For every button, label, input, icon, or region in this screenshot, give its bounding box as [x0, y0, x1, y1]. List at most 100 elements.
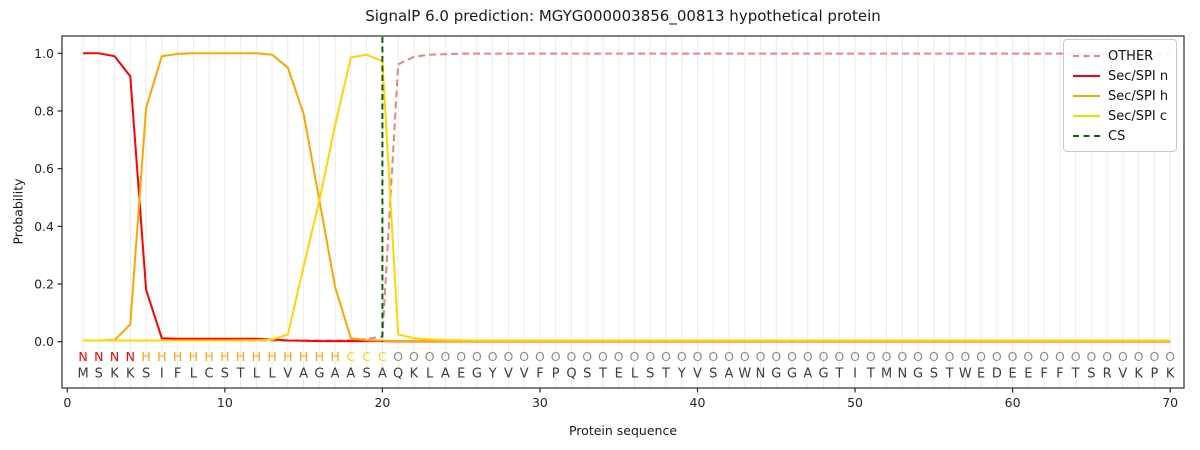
sequence-letter: W: [959, 367, 972, 382]
sequence-letter: A: [725, 367, 734, 382]
x-tick-label: 0: [63, 395, 71, 410]
legend-label: Sec/SPI n: [1108, 68, 1169, 84]
sequence-letter: Y: [488, 367, 497, 382]
sequence-letter: E: [615, 367, 623, 382]
region-letter: O: [819, 349, 829, 364]
sequence-letter: S: [930, 367, 938, 382]
region-letter: H: [189, 349, 198, 364]
region-letter: O: [992, 349, 1002, 364]
sequence-letter: G: [913, 367, 923, 382]
sequence-letter: V: [283, 367, 292, 382]
x-tick-label: 70: [1162, 395, 1178, 410]
region-letter: N: [126, 349, 135, 364]
region-letter: H: [315, 349, 324, 364]
sequence-letter: T: [598, 367, 607, 382]
sequence-letter: S: [221, 367, 229, 382]
sequence-letter: S: [709, 367, 717, 382]
x-tick-label: 10: [217, 395, 233, 410]
chart-title: SignalP 6.0 prediction: MGYG000003856_00…: [365, 7, 881, 25]
sequence-letter: T: [661, 367, 670, 382]
region-letter: O: [393, 349, 403, 364]
region-letter: H: [157, 349, 166, 364]
sequence-letter: F: [1040, 367, 1047, 382]
x-tick-label: 60: [1005, 395, 1021, 410]
region-letter: O: [866, 349, 876, 364]
sequence-letter: A: [346, 367, 355, 382]
sequence-letter: S: [1087, 367, 1095, 382]
sequence-letter: F: [1056, 367, 1063, 382]
legend-label: CS: [1108, 128, 1126, 144]
sequence-letter: A: [299, 367, 308, 382]
region-letter: O: [803, 349, 813, 364]
sequence-letter: D: [992, 367, 1002, 382]
sequence-letter: Q: [393, 367, 403, 382]
sequence-letter: A: [378, 367, 387, 382]
region-letter: O: [913, 349, 923, 364]
region-letter: O: [1039, 349, 1049, 364]
sequence-letter: Y: [677, 367, 686, 382]
sequence-letter: N: [897, 367, 907, 382]
sequence-letter: E: [977, 367, 985, 382]
region-letter: O: [567, 349, 577, 364]
sequence-letter: C: [205, 367, 214, 382]
sequence-letter: W: [738, 367, 751, 382]
region-letter: O: [1102, 349, 1112, 364]
plot-border: [61, 35, 1185, 389]
sequence-letter: S: [142, 367, 150, 382]
region-letter: O: [929, 349, 939, 364]
region-letter: H: [220, 349, 229, 364]
sequence-letter: E: [457, 367, 465, 382]
series-line-sec-spi-h: [83, 52, 1171, 343]
region-letter: H: [173, 349, 182, 364]
sequence-letter: K: [110, 367, 119, 382]
sequence-letter: N: [756, 367, 766, 382]
sequence-letter: I: [160, 367, 164, 382]
region-letter: O: [756, 349, 766, 364]
sequence-letter: S: [583, 367, 591, 382]
region-letter: H: [330, 349, 339, 364]
region-letter: O: [724, 349, 734, 364]
region-letter: H: [204, 349, 213, 364]
sequence-letter: A: [441, 367, 450, 382]
region-letter: H: [267, 349, 276, 364]
region-letter: O: [456, 349, 466, 364]
series-line-other: [83, 52, 1171, 342]
region-letter: O: [582, 349, 592, 364]
legend-line-swatch: [1073, 95, 1100, 97]
legend-line-swatch: [1073, 135, 1100, 137]
legend-item-sec-spi-n: Sec/SPI n: [1073, 66, 1169, 86]
region-letter: O: [945, 349, 955, 364]
region-letter: N: [110, 349, 119, 364]
region-letter: O: [1055, 349, 1065, 364]
region-letter: O: [614, 349, 624, 364]
sequence-letter: R: [1103, 367, 1112, 382]
y-tick-label: 1.0: [34, 46, 54, 61]
legend-item-sec-spi-h: Sec/SPI h: [1073, 86, 1168, 106]
series-line-sec-spi-n: [83, 52, 1171, 343]
region-letter: O: [1165, 349, 1175, 364]
sequence-letter: T: [1071, 367, 1080, 382]
series-line-sec-spi-c: [83, 53, 1171, 342]
legend-item-cs: CS: [1073, 126, 1167, 146]
legend-label: Sec/SPI c: [1108, 108, 1167, 124]
sequence-letter: S: [646, 367, 654, 382]
sequence-letter: V: [693, 367, 702, 382]
region-letter: O: [708, 349, 718, 364]
sequence-letter: G: [819, 367, 829, 382]
region-letter: O: [834, 349, 844, 364]
sequence-letter: L: [253, 367, 261, 382]
region-letter: C: [362, 349, 371, 364]
y-tick-label: 0.8: [34, 103, 54, 118]
region-letter: O: [598, 349, 608, 364]
region-letter: O: [661, 349, 671, 364]
sequence-letter: I: [853, 367, 857, 382]
region-letter: O: [897, 349, 907, 364]
region-letter: O: [488, 349, 498, 364]
region-letter: O: [440, 349, 450, 364]
region-letter: O: [693, 349, 703, 364]
x-tick-label: 50: [847, 395, 863, 410]
region-letter: N: [94, 349, 103, 364]
sequence-letter: K: [1166, 367, 1175, 382]
region-letter: O: [519, 349, 529, 364]
